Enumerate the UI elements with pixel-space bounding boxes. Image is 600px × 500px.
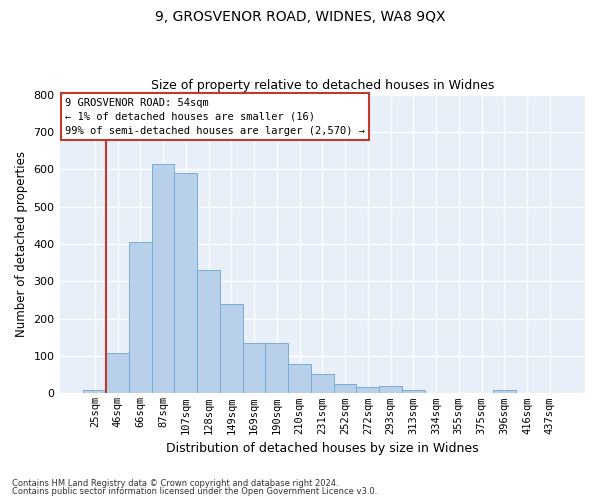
Bar bbox=[129, 242, 152, 394]
Bar bbox=[265, 342, 288, 394]
X-axis label: Distribution of detached houses by size in Widnes: Distribution of detached houses by size … bbox=[166, 442, 479, 455]
Text: Contains HM Land Registry data © Crown copyright and database right 2024.: Contains HM Land Registry data © Crown c… bbox=[12, 478, 338, 488]
Title: Size of property relative to detached houses in Widnes: Size of property relative to detached ho… bbox=[151, 79, 494, 92]
Bar bbox=[242, 342, 265, 394]
Bar bbox=[220, 304, 242, 394]
Bar bbox=[356, 388, 379, 394]
Bar bbox=[493, 390, 515, 394]
Y-axis label: Number of detached properties: Number of detached properties bbox=[15, 151, 28, 337]
Bar bbox=[379, 386, 402, 394]
Bar bbox=[197, 270, 220, 394]
Bar bbox=[311, 374, 334, 394]
Bar bbox=[175, 172, 197, 394]
Text: 9, GROSVENOR ROAD, WIDNES, WA8 9QX: 9, GROSVENOR ROAD, WIDNES, WA8 9QX bbox=[155, 10, 445, 24]
Bar bbox=[288, 364, 311, 394]
Text: 9 GROSVENOR ROAD: 54sqm
← 1% of detached houses are smaller (16)
99% of semi-det: 9 GROSVENOR ROAD: 54sqm ← 1% of detached… bbox=[65, 98, 365, 136]
Bar bbox=[106, 354, 129, 394]
Text: Contains public sector information licensed under the Open Government Licence v3: Contains public sector information licen… bbox=[12, 487, 377, 496]
Bar bbox=[83, 390, 106, 394]
Bar bbox=[152, 164, 175, 394]
Bar bbox=[402, 390, 425, 394]
Bar bbox=[334, 384, 356, 394]
